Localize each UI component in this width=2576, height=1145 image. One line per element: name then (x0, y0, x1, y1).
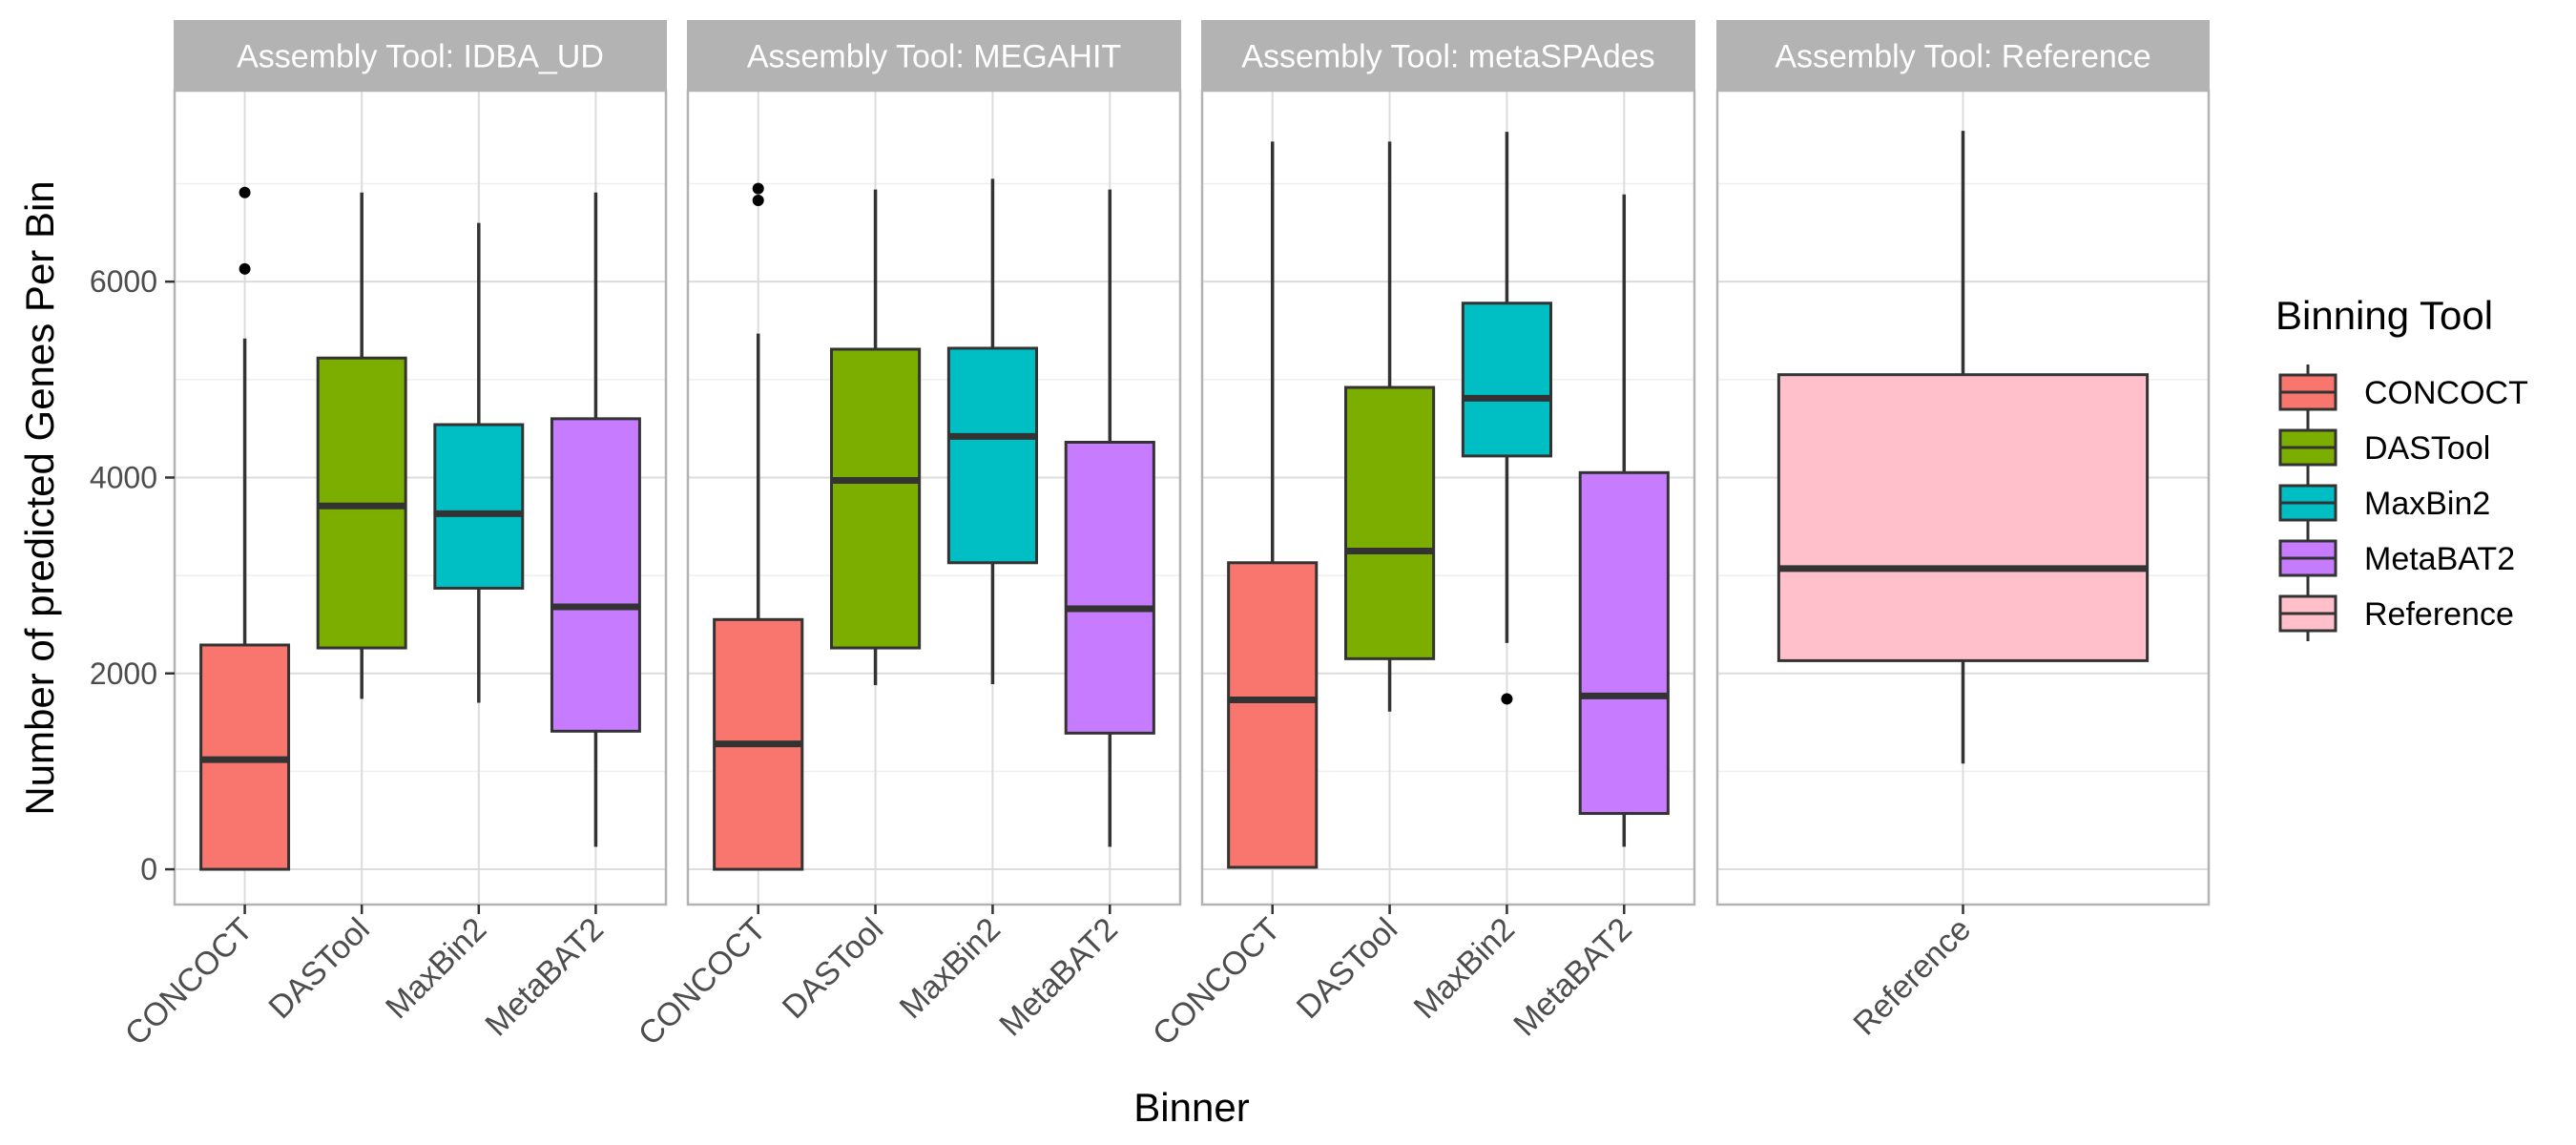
box-body (1461, 302, 1553, 458)
y-axis-title: Number of predicted Genes Per Bin (17, 180, 62, 815)
facet-panel-3: Assembly Tool: Reference Reference (1715, 20, 2211, 1043)
box-maxbin2 (1461, 132, 1553, 705)
outlier-point (752, 182, 764, 195)
outlier-point (239, 186, 251, 198)
box-body (946, 346, 1038, 565)
facet-panel-1: Assembly Tool: MEGAHIT CONCOCT DASTool MaxB… (632, 20, 1182, 1052)
x-axis-title: Binner (1133, 1085, 1249, 1130)
y-tick-label: 2000 (90, 656, 157, 691)
outlier-point (239, 262, 251, 275)
legend-label: CONCOCT (2364, 375, 2528, 411)
x-tick-label: CONCOCT (1146, 911, 1287, 1052)
legend-label: MaxBin2 (2364, 486, 2490, 522)
x-tick-label: DASTool (776, 911, 890, 1026)
x-tick-label: DASTool (1290, 911, 1404, 1026)
legend-title: Binning Tool (2275, 293, 2493, 338)
box-reference (1776, 131, 2150, 764)
box-maxbin2 (946, 178, 1038, 685)
facet-panel-0: Assembly Tool: IDBA_UD CONCOCT DASTool MaxB… (118, 20, 668, 1052)
x-tick-label: Reference (1846, 911, 1978, 1043)
y-tick-label: 0 (140, 852, 157, 886)
box-body (550, 417, 641, 733)
x-tick-label: MaxBin2 (379, 911, 493, 1026)
facet-strip-label: Assembly Tool: metaSPAdes (1241, 39, 1654, 75)
x-tick-label: MetaBAT2 (992, 911, 1125, 1044)
y-tick-label: 6000 (90, 264, 157, 299)
facet-strip (687, 20, 1181, 92)
box-body (1227, 561, 1319, 869)
x-tick-label: MaxBin2 (1407, 911, 1522, 1026)
box-body (830, 347, 922, 650)
box-metabat2 (1064, 189, 1155, 847)
x-tick-label: CONCOCT (632, 911, 773, 1052)
outlier-point (752, 194, 764, 206)
facet-strip-label: Assembly Tool: MEGAHIT (747, 39, 1121, 75)
legend-item-concoct: CONCOCT (2278, 364, 2528, 420)
x-tick-label: DASTool (261, 911, 376, 1026)
facet-strip-label: Assembly Tool: Reference (1775, 39, 2150, 75)
x-tick-label: CONCOCT (118, 911, 260, 1052)
legend-label: Reference (2364, 596, 2514, 633)
box-dastool (1344, 141, 1436, 712)
legend-label: DASTool (2364, 430, 2490, 467)
legend-item-metabat2: MetaBAT2 (2278, 531, 2515, 586)
legend-item-dastool: DASTool (2278, 420, 2490, 475)
outlier-point (1501, 693, 1513, 705)
box-metabat2 (1578, 194, 1670, 847)
box-concoct (1227, 141, 1319, 869)
box-body (1776, 373, 2150, 662)
x-tick-label: MetaBAT2 (478, 911, 611, 1044)
box-body (433, 423, 525, 590)
box-maxbin2 (433, 222, 525, 703)
box-body (1064, 441, 1155, 735)
legend-item-reference: Reference (2278, 586, 2514, 641)
x-tick-label: MetaBAT2 (1506, 911, 1639, 1044)
box-dastool (316, 192, 407, 699)
facet-strip-label: Assembly Tool: IDBA_UD (237, 39, 604, 75)
box-dastool (830, 189, 922, 686)
y-tick-label: 4000 (90, 460, 157, 494)
legend-item-maxbin2: MaxBin2 (2278, 475, 2490, 531)
box-body (1578, 470, 1670, 816)
box-concoct (713, 182, 804, 871)
x-tick-label: MaxBin2 (893, 911, 1008, 1026)
box-body (1344, 385, 1436, 660)
facet-strip (1201, 20, 1695, 92)
legend: Binning Tool CONCOCT DASTool MaxBin2 MetaBAT… (2275, 293, 2528, 641)
box-metabat2 (550, 192, 641, 847)
facet-strip (1716, 20, 2210, 92)
legend-label: MetaBAT2 (2364, 541, 2515, 577)
facet-strip (174, 20, 667, 92)
box-concoct (199, 186, 291, 871)
